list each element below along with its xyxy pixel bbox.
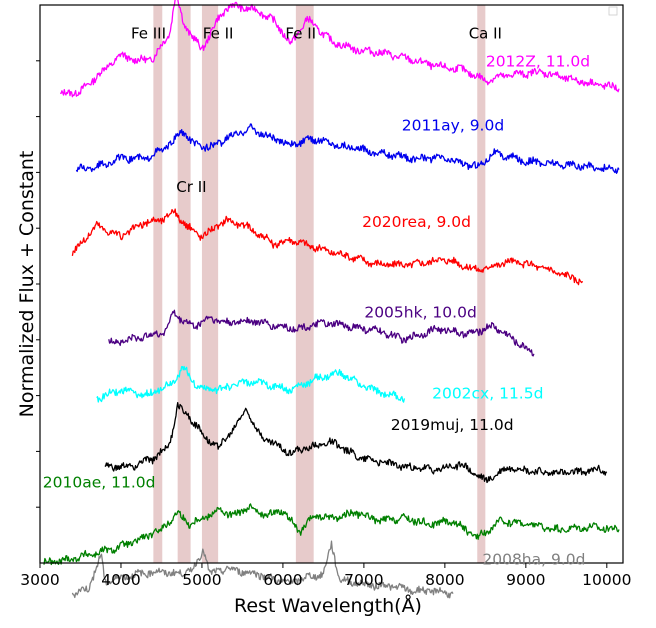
- x-tick-label: 10000: [582, 571, 631, 589]
- line-band: [201, 5, 219, 563]
- series-group: [43, 0, 620, 599]
- x-tick-label: 3000: [20, 571, 59, 589]
- series-label: 2020rea, 9.0d: [362, 213, 471, 231]
- series-label: 2011ay, 9.0d: [402, 117, 504, 135]
- line-band: [153, 5, 163, 563]
- series-label: 2010ae, 11.0d: [43, 474, 156, 492]
- series-line: [96, 365, 406, 403]
- line-band: [177, 5, 191, 563]
- series-label: 2008ha, 9.0d: [482, 551, 585, 569]
- line-band: [477, 5, 486, 563]
- line-band: [295, 5, 314, 563]
- series-line: [75, 123, 620, 174]
- series-line: [71, 540, 454, 599]
- series-label: 2012Z, 11.0d: [486, 52, 590, 70]
- series-line: [59, 0, 620, 98]
- band-label: Ca II: [469, 24, 502, 42]
- series-line: [104, 402, 608, 484]
- series-label: 2005hk, 10.0d: [364, 303, 476, 321]
- band-label: Cr II: [176, 178, 206, 196]
- y-axis-label: Normalized Flux + Constant: [16, 151, 38, 418]
- x-tick-label: 9000: [506, 571, 545, 589]
- x-tick-label: 4000: [101, 571, 140, 589]
- x-axis-label: Rest Wavelength(Å): [234, 594, 422, 617]
- x-tick-label: 7000: [344, 571, 383, 589]
- series-line: [108, 309, 535, 357]
- band-label: Fe II: [203, 24, 234, 42]
- chart-labels: 2012Z, 11.0d 2011ay, 9.0d 2020rea, 9.0d 200…: [43, 24, 590, 568]
- axis-ticks: 3000 4000 5000 6000 7000 8000 9000 10000: [20, 60, 631, 589]
- x-tick-label: 6000: [263, 571, 302, 589]
- band-label: Fe II: [285, 24, 316, 42]
- series-label: 2002cx, 11.5d: [432, 384, 543, 402]
- series-label: 2019muj, 11.0d: [391, 416, 514, 434]
- series-line: [43, 503, 620, 566]
- line-bands: [153, 5, 486, 563]
- band-label: Fe III: [131, 24, 166, 42]
- x-tick-label: 8000: [425, 571, 464, 589]
- legend-box-icon: [608, 6, 618, 16]
- x-tick-label: 5000: [182, 571, 221, 589]
- series-line: [71, 208, 584, 286]
